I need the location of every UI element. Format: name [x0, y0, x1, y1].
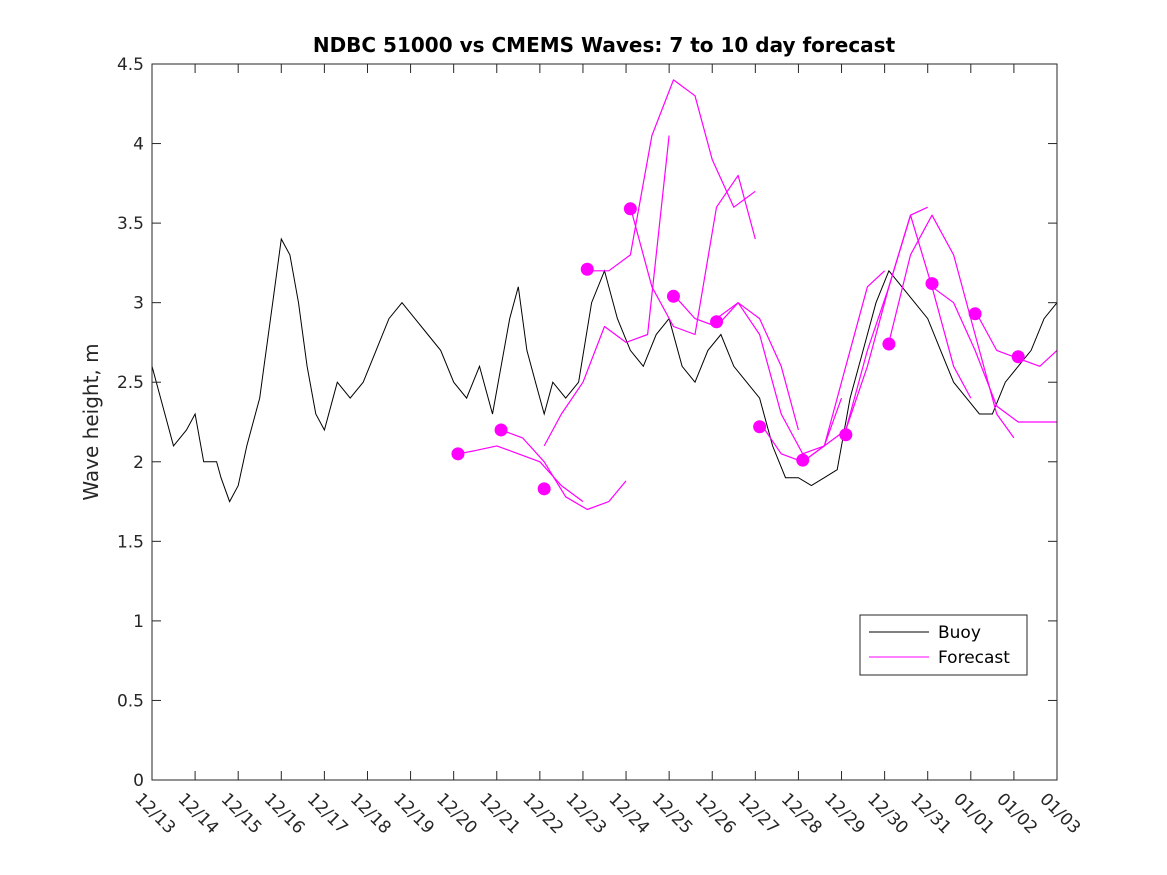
- forecast-run-line-11: [888, 214, 1015, 439]
- y-tick-label: 2.5: [117, 373, 144, 393]
- axes-frame: [151, 63, 1058, 781]
- y-tick-label: 4: [133, 135, 144, 155]
- forecast-marker: [580, 262, 594, 276]
- forecast-marker: [494, 423, 508, 437]
- y-tick-label: 2: [133, 453, 144, 473]
- y-tick-label: 1: [133, 612, 144, 632]
- forecast-run-line-12: [931, 286, 1057, 423]
- forecast-marker: [753, 420, 767, 434]
- y-tick-label: 3.5: [117, 214, 144, 234]
- forecast-run-line-3: [543, 135, 670, 447]
- y-tick-label: 3: [133, 294, 144, 314]
- legend-box: [859, 614, 1028, 676]
- forecast-run-line-2: [500, 429, 627, 511]
- y-tick-label: 0: [133, 771, 144, 791]
- y-tick-label: 1.5: [117, 532, 144, 552]
- series-layer: [151, 79, 1058, 511]
- forecast-run-line-5: [629, 174, 756, 336]
- forecast-run-line-10: [845, 214, 972, 431]
- forecast-marker: [451, 447, 465, 461]
- forecast-marker: [1011, 350, 1025, 364]
- forecast-marker: [796, 453, 810, 467]
- buoy-series-line: [151, 237, 1058, 503]
- y-axis-label: Wave height, m: [79, 343, 103, 500]
- forecast-marker: [882, 337, 896, 351]
- legend-label-buoy: Buoy: [938, 623, 981, 643]
- y-tick-label: 0.5: [117, 691, 144, 711]
- forecast-marker: [537, 482, 551, 496]
- legend-label-forecast: Forecast: [938, 648, 1010, 668]
- forecast-marker: [968, 307, 982, 321]
- y-tick-label: 4.5: [117, 55, 144, 75]
- forecast-marker: [839, 428, 853, 442]
- forecast-marker: [925, 277, 939, 291]
- forecast-marker: [710, 315, 724, 329]
- forecast-marker: [666, 289, 680, 303]
- chart-title: NDBC 51000 vs CMEMS Waves: 7 to 10 day f…: [313, 33, 896, 57]
- legend: Buoy Forecast: [859, 614, 1028, 676]
- forecast-marker: [623, 202, 637, 216]
- forecast-run-line-1: [457, 445, 584, 503]
